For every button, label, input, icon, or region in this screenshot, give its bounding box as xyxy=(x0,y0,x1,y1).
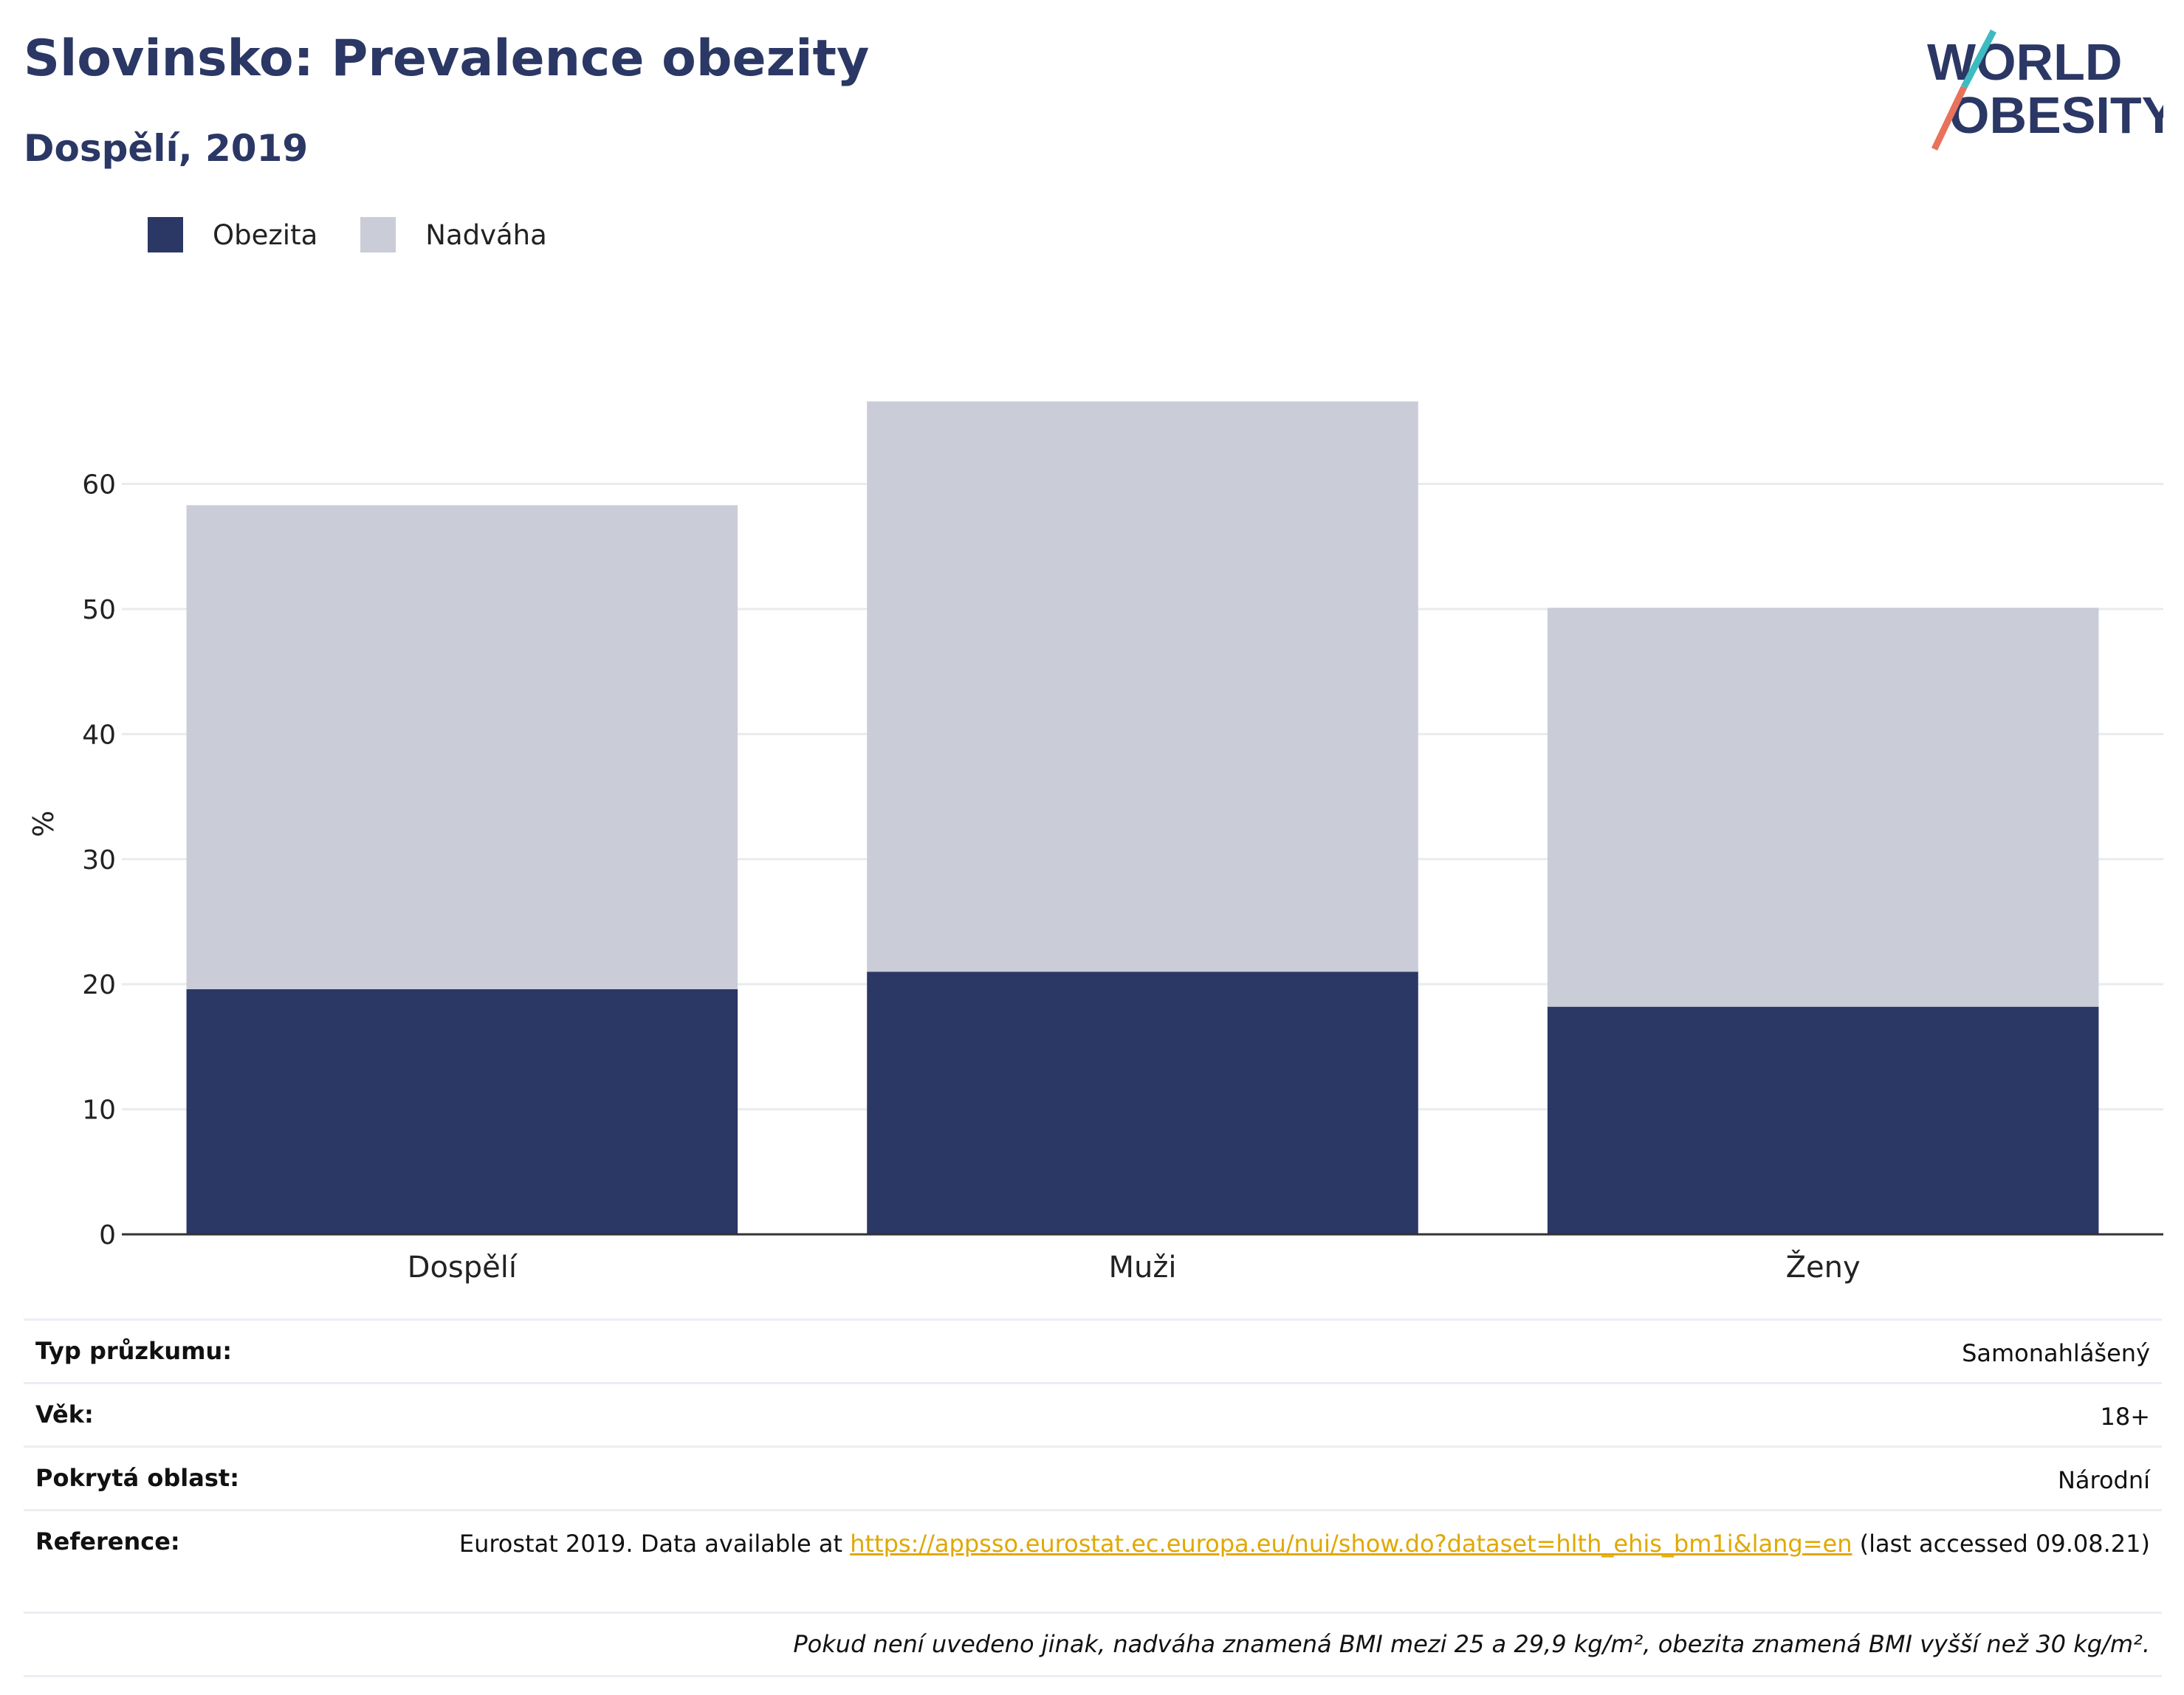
bar-overweight xyxy=(1547,608,2099,1007)
info-row-survey-type: Typ průzkumu: Samonahlášený xyxy=(24,1318,2162,1382)
y-tick-label: 30 xyxy=(82,845,116,876)
y-tick-label: 40 xyxy=(82,720,116,750)
info-row-area: Pokrytá oblast: Národní xyxy=(24,1445,2162,1509)
logo-teal-slash xyxy=(1961,30,1996,89)
bar-overweight xyxy=(186,505,738,989)
legend-swatch-overweight xyxy=(360,217,396,252)
bar-obesity xyxy=(867,972,1418,1234)
survey-type-label: Typ průzkumu: xyxy=(35,1337,233,1365)
area-value: Národní xyxy=(2057,1466,2150,1494)
y-tick-label: 50 xyxy=(82,595,116,625)
y-tick-label: 20 xyxy=(82,970,116,1000)
reference-prefix: Eurostat 2019. Data available at xyxy=(459,1530,843,1558)
bar-obesity xyxy=(1547,1006,2099,1234)
logo-line1: WORLD xyxy=(1927,33,2122,91)
y-axis-label: % xyxy=(27,811,60,837)
age-value: 18+ xyxy=(2100,1403,2150,1431)
reference-label: Reference: xyxy=(35,1527,180,1555)
stacked-bar-chart: 0 10 20 30 40 50 60% Dospělí Muži Ženy xyxy=(27,401,2163,1285)
area-label: Pokrytá oblast: xyxy=(35,1464,239,1492)
info-row-age: Věk: 18+ xyxy=(24,1382,2162,1445)
logo-coral-slash xyxy=(1931,86,1968,151)
bar-obesity xyxy=(186,989,738,1234)
logo-line2: OBESITY xyxy=(1949,86,2163,144)
chart-subtitle: Dospělí, 2019 xyxy=(24,127,309,170)
info-table: Typ průzkumu: Samonahlášený Věk: 18+ Pok… xyxy=(24,1318,2162,1677)
x-tick-label: Muži xyxy=(1109,1251,1177,1285)
x-tick-label: Dospělí xyxy=(408,1251,518,1285)
legend-label-overweight: Nadváha xyxy=(425,219,547,251)
info-row-reference: Reference: Eurostat 2019. Data available… xyxy=(24,1509,2162,1612)
reference-link[interactable]: https://appsso.eurostat.ec.europa.eu/nui… xyxy=(850,1530,1852,1558)
y-tick-label: 0 xyxy=(99,1220,116,1251)
reference-value: Eurostat 2019. Data available at https:/… xyxy=(459,1527,2150,1595)
bar-overweight xyxy=(867,401,1418,972)
x-tick-label: Ženy xyxy=(1786,1249,1861,1285)
y-tick-label: 10 xyxy=(82,1096,116,1126)
y-tick-label: 60 xyxy=(82,470,116,501)
chart-title: Slovinsko: Prevalence obezity xyxy=(24,30,870,88)
chart-legend: Obezita Nadváha xyxy=(148,217,590,252)
survey-type-value: Samonahlášený xyxy=(1962,1339,2150,1367)
age-label: Věk: xyxy=(35,1400,94,1428)
legend-item-obesity: Obezita xyxy=(148,217,317,252)
reference-suffix: (last accessed 09.08.21) xyxy=(1859,1530,2150,1558)
legend-label-obesity: Obezita xyxy=(213,219,318,251)
definition-footnote: Pokud není uvedeno jinak, nadváha znamen… xyxy=(24,1612,2162,1677)
legend-swatch-obesity xyxy=(148,217,183,252)
legend-item-overweight: Nadváha xyxy=(360,217,547,252)
world-obesity-logo: WORLD OBESITY xyxy=(1927,30,2163,151)
